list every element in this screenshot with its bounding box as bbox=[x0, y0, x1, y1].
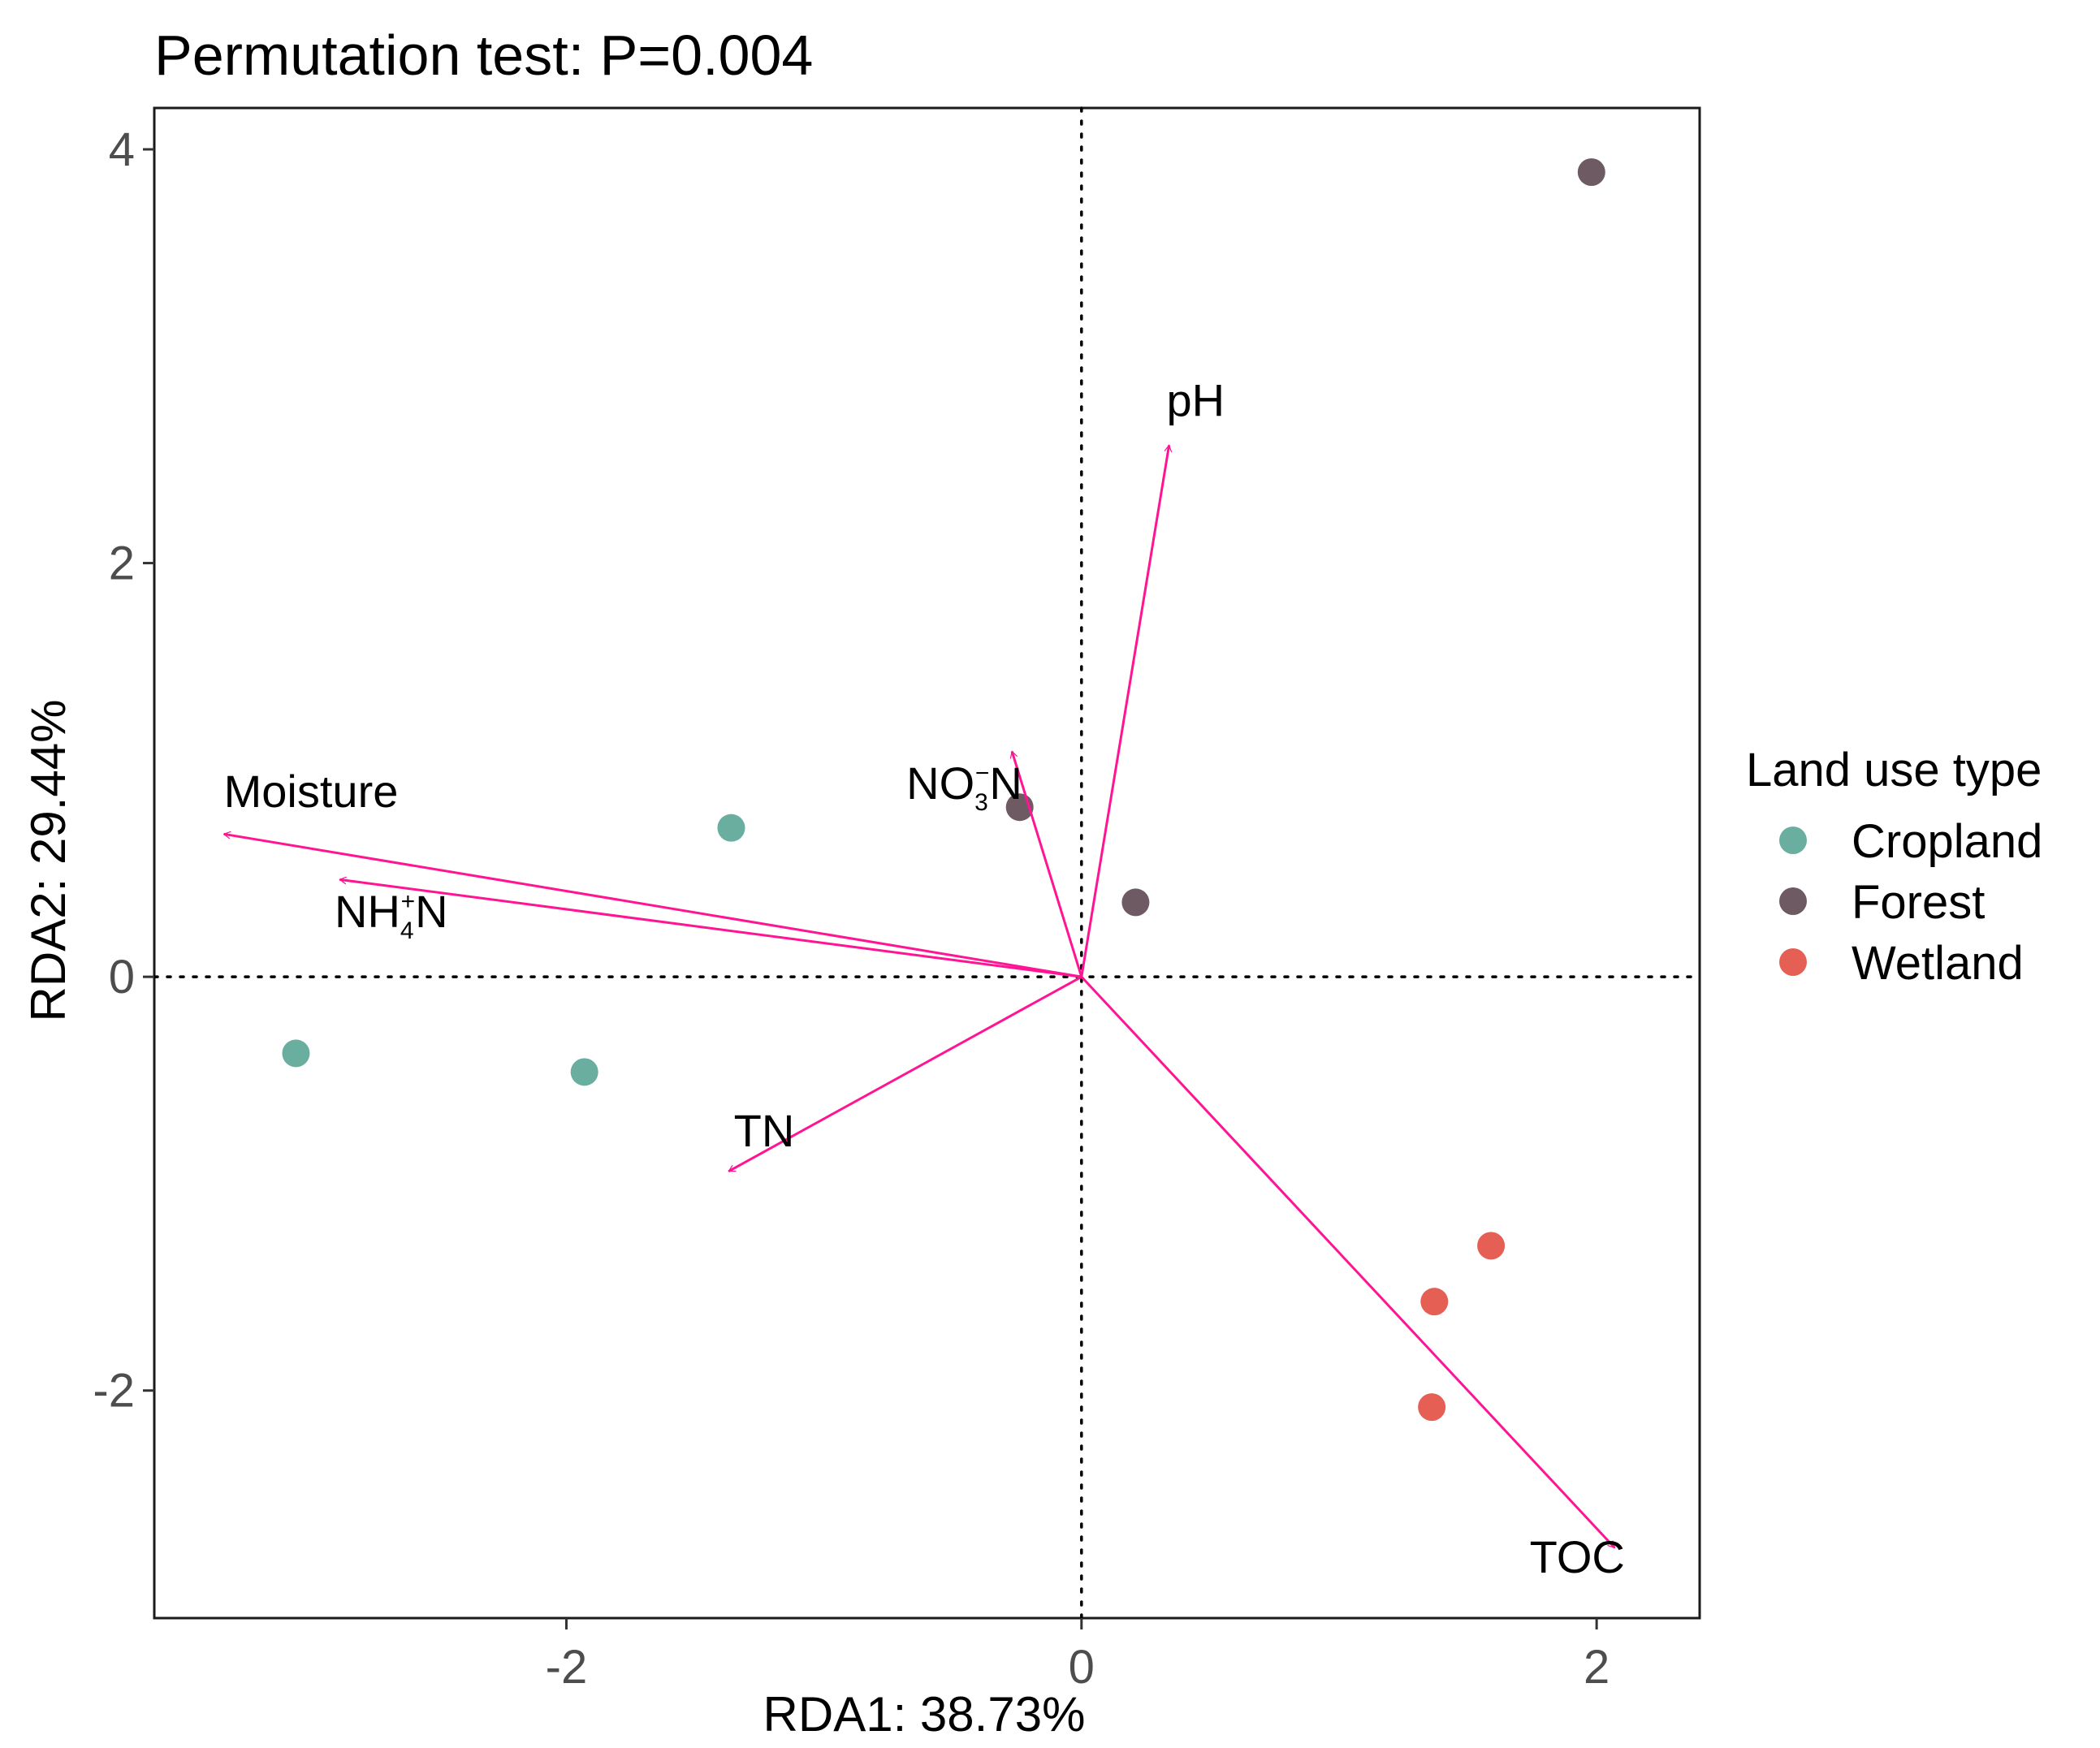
vector-label-no3-n: NO3−N bbox=[906, 757, 1022, 816]
vector-arrow-tn bbox=[728, 975, 1082, 1172]
legend-label-forest: Forest bbox=[1852, 876, 1985, 929]
y-tick-label: 4 bbox=[109, 123, 135, 176]
vector-label-text: NO3−N bbox=[906, 757, 1022, 816]
legend-title: Land use type bbox=[1746, 744, 2042, 796]
vector-arrow-moisture bbox=[224, 834, 1082, 978]
vector-arrow-no3-n bbox=[1012, 751, 1083, 978]
legend-key-wetland bbox=[1779, 948, 1807, 976]
x-tick-label: 0 bbox=[1069, 1641, 1095, 1694]
point-wetland bbox=[1420, 1288, 1449, 1316]
point-forest bbox=[1577, 158, 1605, 186]
chart-title: Permutation test: P=0.004 bbox=[154, 24, 813, 87]
plot-panel-border bbox=[153, 106, 1701, 1620]
point-wetland bbox=[1418, 1393, 1446, 1422]
vector-arrow-ph bbox=[1080, 445, 1169, 978]
vector-label-nh4-n: NH4+N bbox=[335, 886, 448, 944]
vector-label-tn: TN bbox=[734, 1105, 795, 1156]
point-cropland bbox=[570, 1058, 598, 1086]
legend-key-cropland bbox=[1779, 827, 1807, 854]
vector-label-text: NH4+N bbox=[335, 886, 448, 944]
vector-label-text: pH bbox=[1166, 375, 1225, 426]
legend-label-cropland: Cropland bbox=[1852, 815, 2042, 868]
vector-label-moisture: Moisture bbox=[224, 766, 399, 817]
legend: Land use type Cropland Forest Wetland bbox=[1746, 744, 2042, 990]
point-forest bbox=[1121, 888, 1150, 917]
legend-key-forest bbox=[1779, 887, 1807, 915]
vector-arrow-toc bbox=[1080, 976, 1616, 1549]
vector-label-ph: pH bbox=[1166, 375, 1225, 426]
legend-label-wetland: Wetland bbox=[1852, 937, 2024, 990]
x-tick-label: -2 bbox=[546, 1641, 588, 1694]
y-tick-label: 0 bbox=[109, 951, 135, 1003]
x-axis-label: RDA1: 38.73% bbox=[763, 1687, 1086, 1742]
vector-label-text: TN bbox=[734, 1105, 795, 1156]
vector-label-toc: TOC bbox=[1530, 1531, 1625, 1582]
x-tick-label: 2 bbox=[1584, 1641, 1610, 1694]
vector-label-text: TOC bbox=[1530, 1531, 1625, 1582]
point-cropland bbox=[717, 814, 745, 842]
point-wetland bbox=[1477, 1232, 1506, 1260]
y-axis-label: RDA2: 29.44% bbox=[21, 700, 76, 1022]
y-tick-label: 2 bbox=[109, 537, 135, 590]
vector-arrow-nh4-n bbox=[339, 879, 1082, 978]
y-tick-label: -2 bbox=[93, 1365, 135, 1418]
vector-label-text: Moisture bbox=[224, 766, 399, 817]
point-cropland bbox=[282, 1039, 310, 1068]
